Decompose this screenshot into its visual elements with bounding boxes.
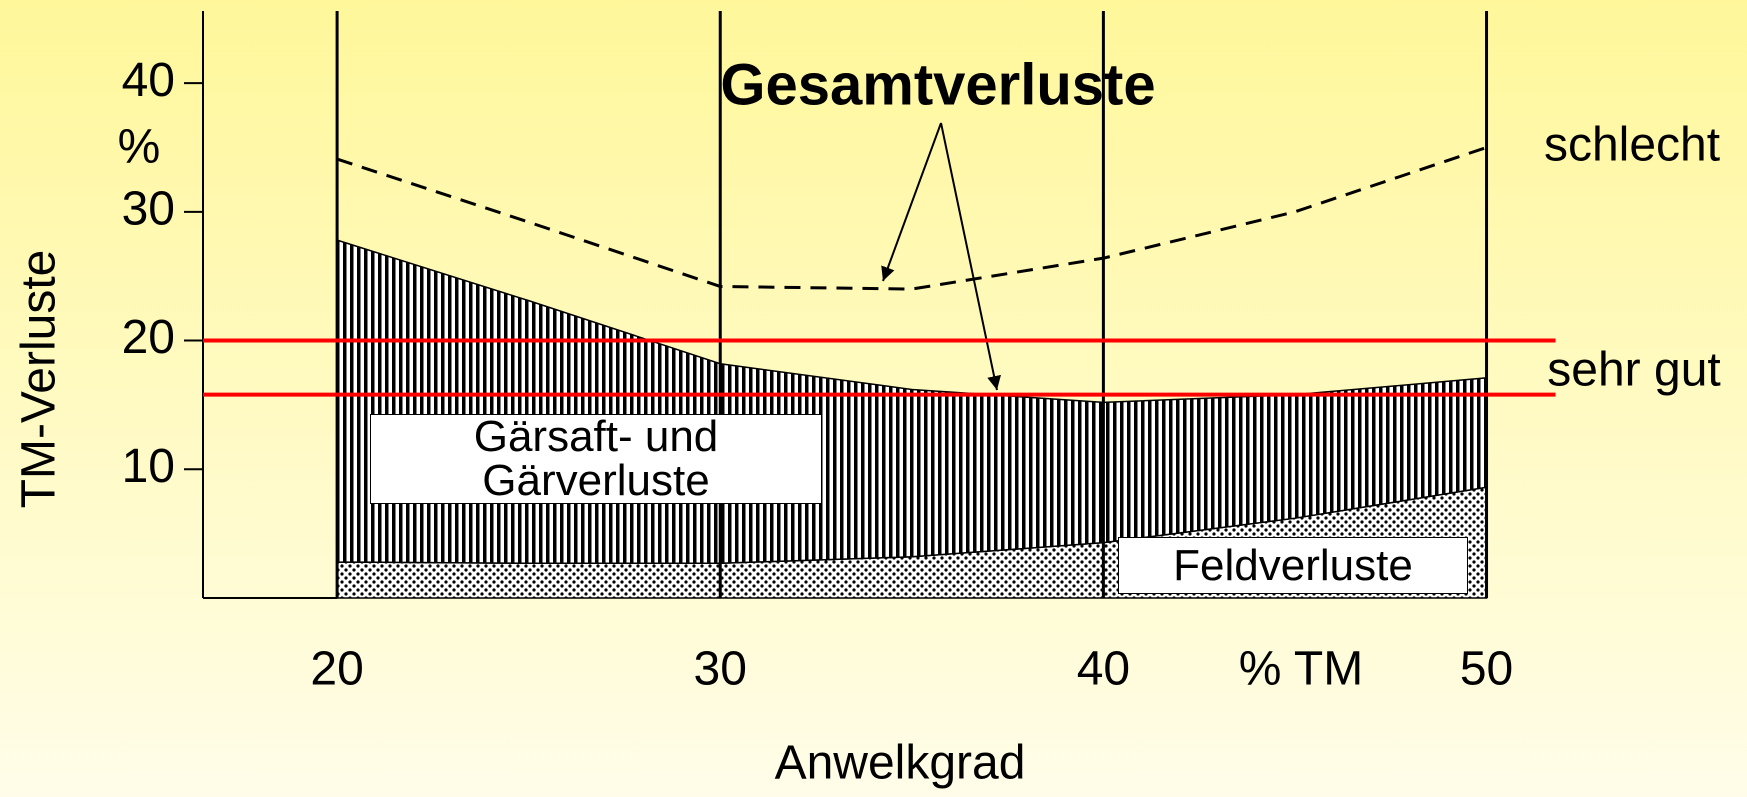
series-label: Feldverluste bbox=[1118, 537, 1468, 594]
y-tick-label: 20 bbox=[122, 311, 175, 364]
line-label: schlecht bbox=[1544, 119, 1720, 172]
x-tick-label: 20 bbox=[310, 643, 363, 696]
line bbox=[336, 146, 1488, 291]
y-tick-label: 40 bbox=[122, 54, 175, 107]
y-axis-label: TM-Verluste bbox=[13, 250, 66, 509]
chart-title: Gesamtverluste bbox=[720, 52, 1155, 117]
x-tick-label: 50 bbox=[1460, 643, 1513, 696]
y-tick-label: 30 bbox=[122, 182, 175, 235]
y-tick-label: 10 bbox=[122, 440, 175, 493]
x-unit: % TM bbox=[1239, 643, 1363, 696]
arrow bbox=[940, 122, 1001, 391]
series-label: Gärsaft- und Gärverluste bbox=[370, 414, 822, 504]
y-unit: % bbox=[118, 121, 161, 174]
x-axis-label: Anwelkgrad bbox=[775, 737, 1026, 790]
x-tick-label: 30 bbox=[694, 643, 747, 696]
band-label: sehr gut bbox=[1547, 344, 1720, 397]
x-tick-label: 40 bbox=[1077, 643, 1130, 696]
area bbox=[336, 239, 1488, 564]
arrow bbox=[881, 122, 942, 282]
